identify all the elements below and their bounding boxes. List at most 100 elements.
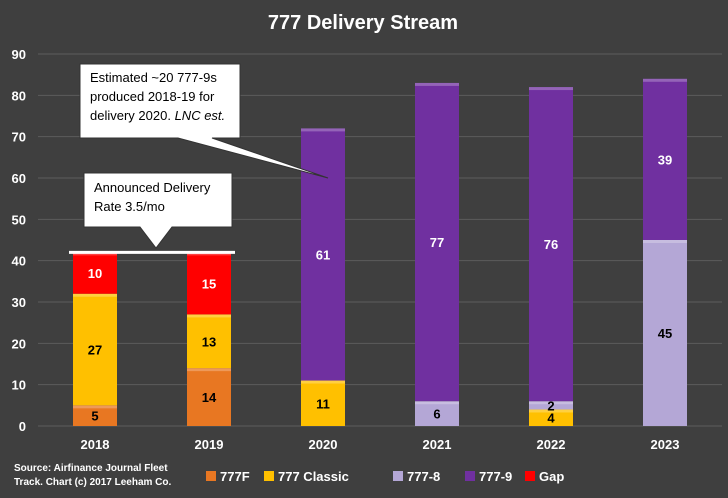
- y-tick-20: 20: [12, 336, 26, 351]
- legend: 777F 777 Classic 777-8 777-9 Gap: [206, 469, 564, 484]
- bar-segment: [415, 401, 459, 426]
- y-tick-40: 40: [12, 254, 26, 269]
- source-line2: Track. Chart (c) 2017 Leeham Co.: [14, 477, 172, 488]
- legend-label: 777-8: [407, 469, 440, 484]
- y-tick-30: 30: [12, 295, 26, 310]
- x-tick-2018: 2018: [81, 437, 110, 452]
- bar-segment: [73, 293, 117, 406]
- legend-label: 777 Classic: [278, 469, 349, 484]
- bar-segment: [643, 78, 687, 240]
- bars: [73, 78, 687, 426]
- bar-2023-777-9: [643, 78, 687, 240]
- bar-2018-gap: [73, 252, 117, 294]
- legend-label: Gap: [539, 469, 564, 484]
- legend-item-777f: 777F: [206, 469, 250, 484]
- x-tick-2021: 2021: [423, 437, 452, 452]
- x-tick-2020: 2020: [309, 437, 338, 452]
- bar-highlight: [529, 401, 573, 405]
- legend-label: 777F: [220, 469, 250, 484]
- legend-item-777-9: 777-9: [465, 469, 512, 484]
- bar-2021-777-8: [415, 401, 459, 426]
- bar-segment: [73, 405, 117, 426]
- bar-2018-777f: [73, 405, 117, 426]
- bar-2020-777-9: [301, 128, 345, 381]
- data-label-2023-777-9: 39: [658, 152, 672, 167]
- data-label-2019-gap: 15: [202, 276, 216, 291]
- bar-segment: [643, 240, 687, 426]
- data-labels: 5 27 10 14 13 15 11 61 6 77 42 76 45 39: [88, 152, 672, 425]
- callout-estimate-emphasis: LNC est.: [175, 108, 226, 123]
- bar-highlight: [415, 401, 459, 405]
- x-tick-2022: 2022: [537, 437, 566, 452]
- callout-estimate-box: [79, 63, 329, 179]
- legend-item-777-8: 777-8: [393, 469, 440, 484]
- x-tick-2023: 2023: [651, 437, 680, 452]
- legend-swatch: [465, 471, 475, 481]
- legend-label: 777-9: [479, 469, 512, 484]
- bar-2022-777-8: [529, 401, 573, 410]
- data-label-2018-gap: 10: [88, 266, 102, 281]
- data-label-2019-777-classic: 13: [202, 334, 216, 349]
- bar-highlight: [73, 405, 117, 409]
- callout-estimate: Estimated ~20 777-9s produced 2018-19 fo…: [79, 63, 329, 179]
- bar-2021-777-9: [415, 82, 459, 402]
- y-tick-80: 80: [12, 88, 26, 103]
- y-axis: 0 10 20 30 40 50 60 70 80 90: [12, 47, 26, 434]
- bar-segment: [529, 87, 573, 402]
- legend-item-777-classic: 777 Classic: [264, 469, 349, 484]
- callout-estimate-line3-text: delivery 2020.: [90, 108, 171, 123]
- data-label-2021-777-9: 77: [430, 235, 444, 250]
- legend-swatch: [206, 471, 216, 481]
- bar-segment: [529, 409, 573, 426]
- bar-highlight: [415, 82, 459, 86]
- bar-segment: [187, 314, 231, 369]
- callout-rate: Announced Delivery Rate 3.5/mo: [83, 172, 233, 249]
- bar-2023-777-8: [643, 240, 687, 426]
- callout-rate-line1: Announced Delivery: [94, 180, 211, 195]
- bar-segment: [73, 252, 117, 294]
- bar-2022-777-classic: [529, 409, 573, 426]
- data-label-2020-777-classic: 11: [316, 396, 330, 411]
- bar-segment: [187, 368, 231, 426]
- bar-highlight: [187, 314, 231, 318]
- bar-highlight: [301, 380, 345, 384]
- legend-swatch: [393, 471, 403, 481]
- bar-2018-777-classic: [73, 293, 117, 406]
- bar-highlight: [301, 128, 345, 132]
- data-label-2021-777-8: 6: [433, 407, 440, 422]
- bar-highlight: [643, 240, 687, 243]
- bar-highlight: [73, 293, 117, 297]
- callout-estimate-line3: delivery 2020. LNC est.: [90, 108, 225, 123]
- bar-2022-777-9: [529, 87, 573, 402]
- legend-swatch: [264, 471, 274, 481]
- bar-2019-777f: [187, 368, 231, 426]
- x-tick-2019: 2019: [195, 437, 224, 452]
- bar-highlight: [529, 87, 573, 91]
- bar-highlight: [529, 409, 573, 413]
- chart-title: 777 Delivery Stream: [268, 12, 458, 34]
- x-axis: 2018 2019 2020 2021 2022 2023: [81, 437, 680, 452]
- data-label-2020-777-9: 61: [316, 247, 330, 262]
- data-label-2022-777-classic: 4: [547, 411, 555, 426]
- bar-2020-777-classic: [301, 380, 345, 426]
- data-label-2022-777-9: 76: [544, 237, 558, 252]
- data-label-2019-777f: 14: [202, 390, 217, 405]
- bar-highlight: [187, 368, 231, 372]
- data-label-2022-777-8: 2: [547, 398, 554, 413]
- bar-segment: [187, 252, 231, 315]
- source-line1: Source: Airfinance Journal Fleet: [14, 463, 168, 474]
- legend-swatch: [525, 471, 535, 481]
- callout-estimate-line2: produced 2018-19 for: [90, 89, 215, 104]
- y-tick-90: 90: [12, 47, 26, 62]
- data-label-2018-777-classic: 27: [88, 343, 102, 358]
- data-label-2023-777-8: 45: [658, 326, 672, 341]
- callout-estimate-line1: Estimated ~20 777-9s: [90, 70, 217, 85]
- callout-rate-line2: Rate 3.5/mo: [94, 199, 165, 214]
- y-tick-50: 50: [12, 212, 26, 227]
- bar-highlight: [643, 78, 687, 82]
- bar-segment: [529, 401, 573, 410]
- bar-2019-777-classic: [187, 314, 231, 369]
- y-tick-70: 70: [12, 130, 26, 145]
- y-tick-10: 10: [12, 378, 26, 393]
